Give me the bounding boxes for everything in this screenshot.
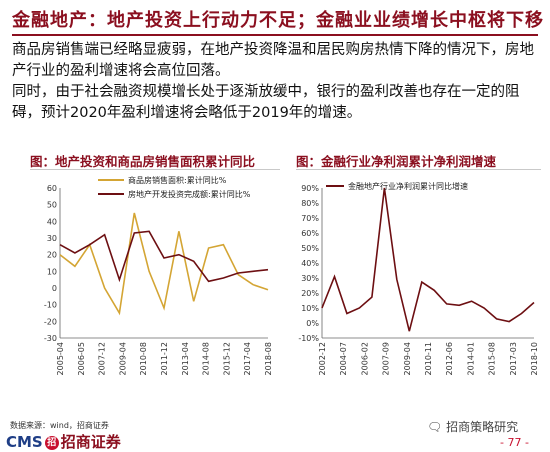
x-tick-label: 2005-04: [56, 342, 65, 375]
data-source-note: 数据来源：wind，招商证券: [10, 421, 109, 430]
x-tick-label: 2014-01: [466, 342, 475, 375]
x-tick-label: 2007-12: [98, 342, 107, 375]
title-rule: [12, 34, 538, 36]
x-tick-label: 2009-04: [118, 342, 127, 375]
series-line: [59, 212, 269, 316]
chart-left: -30 -20 -10 0 10 20 30 40 50 60 2005-04 2006-05 2007…: [44, 175, 273, 375]
y-tick-label: 20: [47, 251, 57, 260]
page-number: - 77 -: [500, 436, 529, 449]
y-tick-label: 70%: [301, 214, 319, 223]
y-tick-label: -20: [44, 317, 57, 326]
logo: CMS 招招商证券: [6, 431, 121, 452]
x-tick-label: 2012-06: [445, 342, 454, 375]
legend-label: 房地产开发投资完成额:累计同比%: [128, 189, 251, 199]
y-tick-label: 40: [47, 217, 57, 226]
chart-right-box: -10% 0% 10% 20% 30% 40% 50% 60% 70% 80% 90% 2002-12…: [296, 169, 541, 398]
y-tick-label: -10%: [298, 334, 319, 343]
x-tick-label: 2015-08: [488, 342, 497, 375]
legend-label: 金融地产行业净利润累计同比增速: [348, 181, 468, 191]
series-line: [321, 187, 535, 332]
x-tick-label: 2018-10: [530, 342, 539, 375]
x-tick-label: 2013-04: [181, 342, 190, 375]
x-tick-label: 2004-07: [339, 342, 348, 375]
x-tick-label: 2002-12: [318, 342, 327, 375]
x-tick-label: 2006-02: [360, 342, 369, 375]
logo-cn: 招商证券: [60, 433, 121, 451]
logo-seal-icon: 招: [44, 435, 59, 450]
series-line: [59, 230, 269, 283]
paragraph-banks: 同时，由于社会融资规模增长处于逐渐放缓中，银行的盈利改善也存在一定的阻碍，预计2…: [12, 84, 520, 121]
y-tick-label: 10%: [301, 304, 319, 313]
y-tick-label: 40%: [301, 259, 319, 268]
y-tick-label: 0%: [306, 319, 319, 328]
y-tick-label: 80%: [301, 199, 319, 208]
chart-right: -10% 0% 10% 20% 30% 40% 50% 60% 70% 80% 90% 2002-12…: [298, 181, 539, 375]
logo-cms: CMS: [6, 433, 43, 451]
x-tick-label: 2006-05: [77, 342, 86, 375]
y-tick-label: -10: [44, 301, 57, 310]
chart-left-title: 图：地产投资和商品房销售面积累计同比: [30, 154, 256, 169]
x-tick-label: 2010-11: [424, 342, 433, 375]
y-tick-label: 0: [52, 284, 57, 293]
x-tick-label: 2007-09: [382, 342, 391, 375]
x-tick-label: 2015-12: [222, 342, 231, 375]
x-tick-label: 2017-04: [243, 342, 252, 375]
y-tick-label: 90%: [301, 184, 319, 193]
y-tick-label: 20%: [301, 289, 319, 298]
chart-left-box: -30 -20 -10 0 10 20 30 40 50 60 2005-04 2006-05 2007…: [30, 169, 280, 398]
paragraph-sales: 商品房销售端已经略显疲弱，在地产投资降温和居民购房热情下降的情况下，房地产行业的…: [12, 42, 534, 79]
slide-title: 金融地产：地产投资上行动力不足；金融业业绩增长中枢将下移: [12, 10, 544, 31]
y-tick-label: 30: [47, 234, 57, 243]
x-tick-label: 2017-03: [509, 342, 518, 375]
x-tick-label: 2018-08: [264, 342, 273, 375]
y-tick-label: 10: [47, 267, 57, 276]
y-tick-label: 50%: [301, 244, 319, 253]
y-tick-label: 30%: [301, 274, 319, 283]
chart-right-title: 图：金融行业净利润累计净利润增速: [296, 154, 497, 169]
x-tick-label: 2014-08: [202, 342, 211, 375]
y-tick-label: 60%: [301, 229, 319, 238]
y-tick-label: 50: [47, 201, 57, 210]
wechat-tag: 🗨 招商策略研究: [427, 420, 519, 434]
x-tick-label: 2010-08: [139, 342, 148, 375]
x-tick-label: 2011-12: [160, 342, 169, 375]
wechat-name: 招商策略研究: [446, 420, 519, 434]
y-tick-label: 60: [47, 184, 57, 193]
x-tick-label: 2009-04: [403, 342, 412, 375]
legend-label: 商品房销售面积:累计同比%: [128, 175, 227, 185]
y-tick-label: -30: [44, 334, 57, 343]
